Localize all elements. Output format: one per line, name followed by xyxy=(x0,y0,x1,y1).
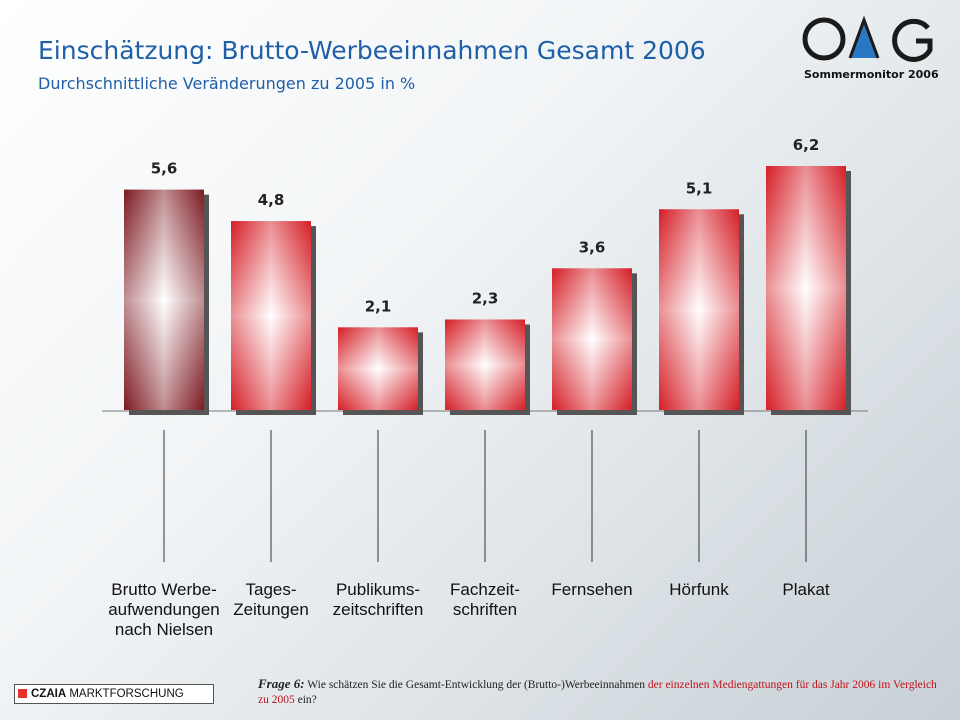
category-label-line: zeitschriften xyxy=(332,600,424,619)
category-label: Fachzeit-schriften xyxy=(415,580,555,620)
bar-fill-overlay xyxy=(338,327,418,410)
bar-4 xyxy=(445,319,530,415)
value-label: 2,3 xyxy=(472,289,499,307)
bar-2 xyxy=(231,221,316,415)
category-label: Brutto Werbe-aufwendungen nach Nielsen xyxy=(94,580,234,640)
page-title: Einschätzung: Brutto-Werbeeinnahmen Gesa… xyxy=(38,36,706,65)
bar-3 xyxy=(338,327,423,415)
value-label: 3,6 xyxy=(579,238,606,256)
question-part2: ein? xyxy=(294,694,317,706)
category-label: Publikums-zeitschriften xyxy=(308,580,448,620)
category-label: Fernsehen xyxy=(522,580,662,600)
value-label: 4,8 xyxy=(258,191,285,209)
value-label: 6,2 xyxy=(793,136,820,154)
page-subtitle: Durchschnittliche Veränderungen zu 2005 … xyxy=(38,74,416,93)
bar-fill-overlay xyxy=(445,319,525,410)
category-label-line: Tages- xyxy=(245,580,297,599)
bar-fill-overlay xyxy=(552,268,632,410)
question-text: Frage 6: Wie schätzen Sie die Gesamt-Ent… xyxy=(258,676,938,708)
category-label: Hörfunk xyxy=(629,580,769,600)
bar-fill-overlay xyxy=(766,166,846,410)
category-label-line: Fernsehen xyxy=(551,580,633,599)
value-label: 5,6 xyxy=(151,160,178,178)
value-label: 5,1 xyxy=(686,179,713,197)
bar-fill-overlay xyxy=(659,209,739,410)
category-label: Tages- Zeitungen xyxy=(201,580,341,620)
bar-6 xyxy=(659,209,744,415)
question-label: Frage 6: xyxy=(258,676,305,691)
brand-box: CZAIA MARKTFORSCHUNG xyxy=(14,684,214,704)
category-label-line: Publikums- xyxy=(335,580,421,599)
question-highlight: der einzelnen Mediengattungen für das Ja… xyxy=(258,679,937,706)
category-label-line: aufwendungen xyxy=(108,600,220,619)
brand-square-icon xyxy=(18,689,27,698)
bar-7 xyxy=(766,166,851,415)
brand-suffix: MARKTFORSCHUNG xyxy=(66,688,184,700)
brand-name: CZAIA xyxy=(31,688,67,700)
bar-fill-overlay xyxy=(124,189,204,410)
category-label-line: schriften xyxy=(452,600,518,619)
category-label-line: Fachzeit- xyxy=(450,580,520,599)
value-label: 2,1 xyxy=(365,297,392,315)
category-label-line: nach Nielsen xyxy=(114,620,214,639)
category-label-line: Zeitungen xyxy=(233,600,309,619)
question-part1: Wie schätzen Sie die Gesamt-Entwicklung … xyxy=(304,679,648,691)
category-label: Plakat xyxy=(736,580,876,600)
bar-fill-overlay xyxy=(231,221,311,410)
category-label-line: Hörfunk xyxy=(669,580,729,599)
bar-5 xyxy=(552,268,637,415)
omg-logo-icon xyxy=(802,15,933,62)
category-label-line: Brutto Werbe- xyxy=(111,580,217,599)
category-label-line: Plakat xyxy=(782,580,830,599)
bar-1 xyxy=(124,189,209,415)
logo-caption: Sommermonitor 2006 xyxy=(804,68,939,81)
